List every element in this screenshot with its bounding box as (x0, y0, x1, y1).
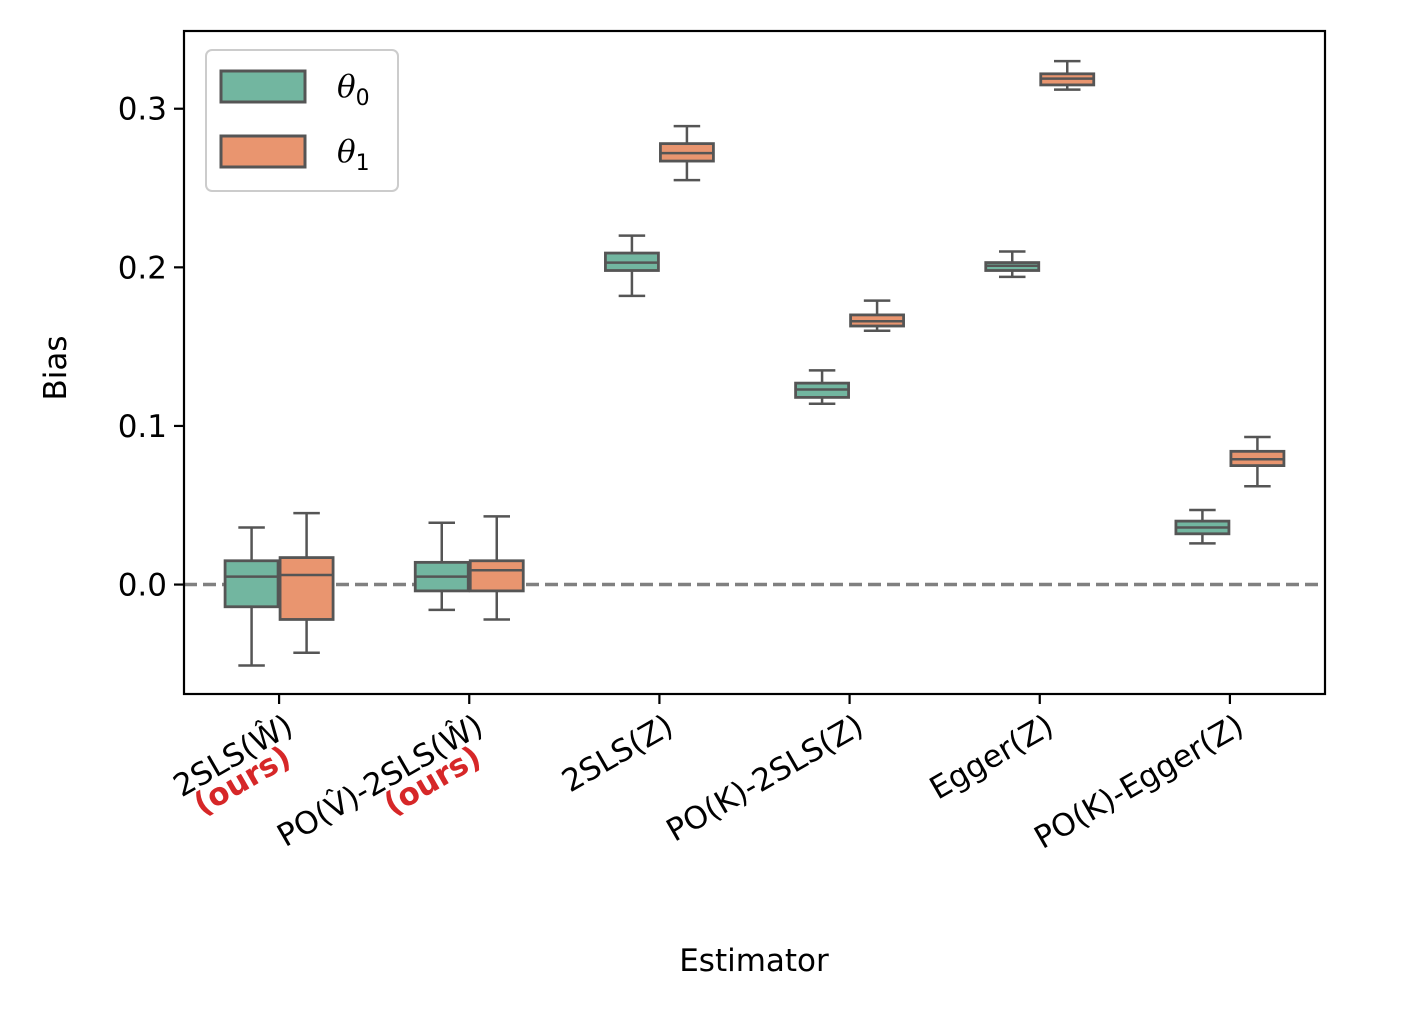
x-axis-title: Estimator (679, 943, 829, 979)
box-0-θ1 (278, 511, 335, 655)
y-tick-label: 0.0 (118, 568, 167, 604)
box-0-θ0 (223, 526, 280, 667)
box-2-θ1 (659, 124, 715, 182)
y-tick-label: 0.1 (118, 409, 167, 445)
box-5-θ1 (1229, 435, 1286, 488)
legend-label-theta1: θ1 (337, 134, 370, 176)
box-3-θ0 (794, 369, 850, 405)
box-4-θ1 (1039, 59, 1096, 91)
y-axis-title: Bias (38, 335, 74, 400)
iqr-box (468, 559, 525, 593)
boxes-layer (223, 59, 1286, 667)
legend-label-theta0: θ0 (337, 69, 370, 111)
box-1-θ1 (468, 515, 525, 621)
box-4-θ0 (984, 250, 1041, 279)
box-2-θ0 (604, 234, 660, 298)
box-3-θ1 (849, 299, 905, 333)
y-tick-label: 0.2 (118, 250, 167, 286)
legend: θ0 θ1 (205, 49, 399, 192)
iqr-box (223, 559, 280, 609)
iqr-box (278, 556, 335, 621)
plot-frame (182, 29, 1327, 696)
box-5-θ0 (1174, 508, 1231, 545)
legend-swatch-theta0 (219, 69, 307, 104)
y-axis: 0.0 0.1 0.2 0.3 (118, 92, 184, 604)
legend-swatch-theta1 (219, 134, 307, 169)
box-1-θ0 (413, 521, 470, 612)
y-tick-label: 0.3 (118, 92, 167, 128)
